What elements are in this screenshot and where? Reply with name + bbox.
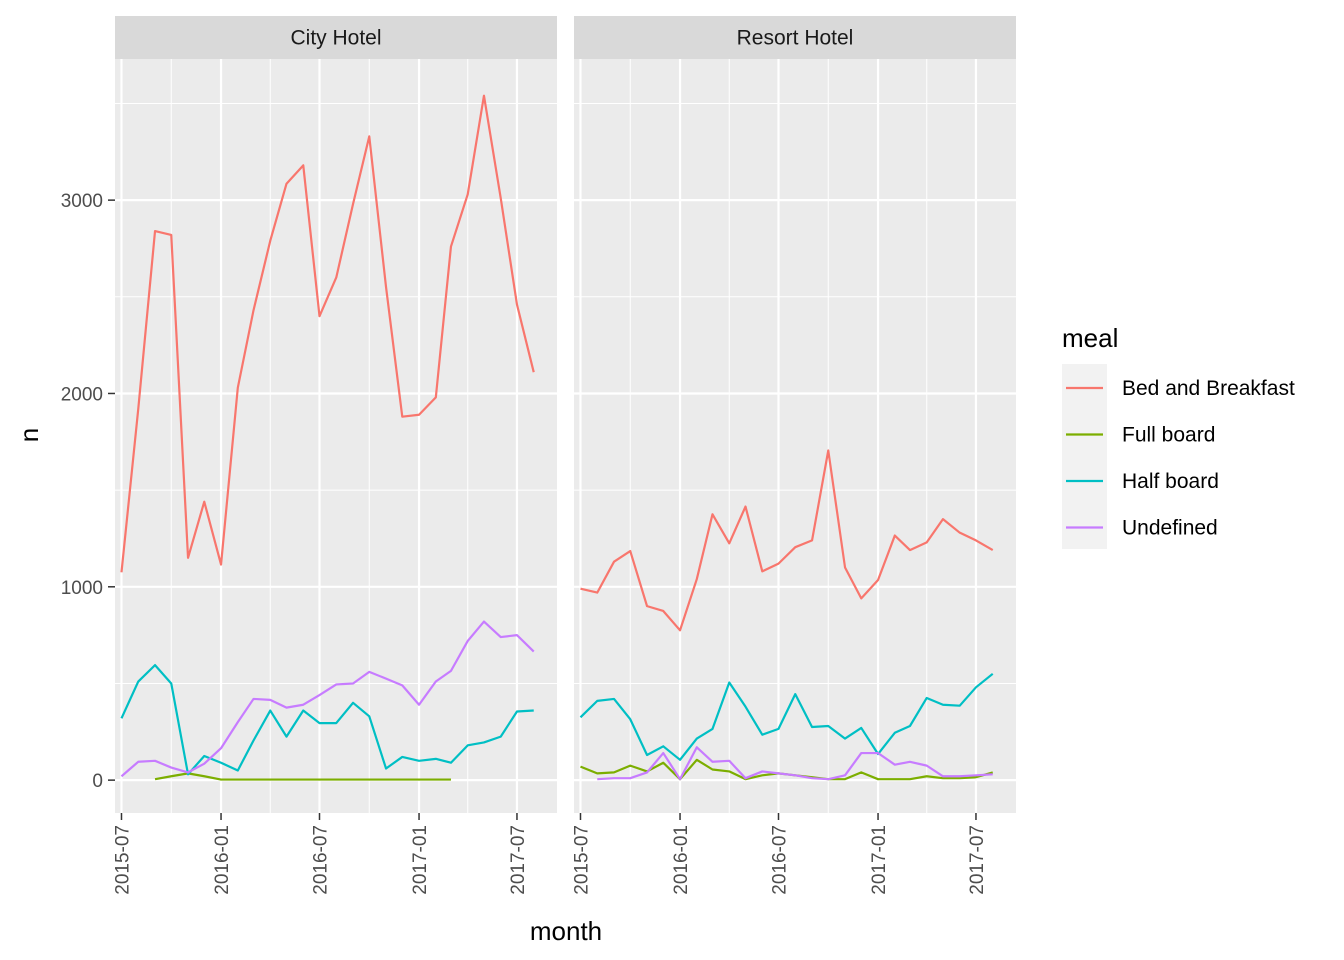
series-line-undefined	[120, 620, 535, 778]
x-axis-title: month	[530, 916, 602, 946]
panels: City Hotel 2015-07 2016-01 2016-07 2017-01 20…	[61, 16, 1016, 895]
y-tick-label: 0	[92, 771, 103, 792]
x-tick-label: 2015-07	[571, 825, 592, 895]
x-tick-label: 2017-07	[508, 825, 529, 895]
series-line-undefined	[597, 746, 993, 781]
x-tick-label: 2017-01	[869, 825, 890, 895]
series-line-full-board	[154, 772, 451, 781]
panel-background	[115, 59, 557, 813]
legend: meal Bed and Breakfast Full board Half boa…	[1062, 323, 1295, 549]
y-tick-label: 3000	[61, 191, 103, 212]
x-tick-label: 2017-01	[410, 825, 431, 895]
legend-label: Bed and Breakfast	[1122, 377, 1295, 400]
facet-strip-label: City Hotel	[290, 27, 381, 50]
y-tick-label: 2000	[61, 384, 103, 405]
legend-label: Undefined	[1122, 517, 1218, 540]
facet-strip-label: Resort Hotel	[737, 27, 854, 50]
x-tick-label: 2015-07	[112, 825, 133, 895]
series-line-half-board	[579, 672, 994, 761]
x-tick-label: 2016-01	[212, 825, 233, 895]
legend-title: meal	[1062, 323, 1118, 353]
legend-label: Half board	[1122, 470, 1219, 493]
y-tick-label: 1000	[61, 578, 103, 599]
legend-key-background	[1062, 364, 1107, 549]
panel-0: City Hotel 2015-07 2016-01 2016-07 2017-01 20…	[61, 16, 557, 895]
legend-label: Full board	[1122, 424, 1215, 447]
panel-background	[574, 59, 1016, 813]
panel-1: Resort Hotel 2015-07 2016-01 2016-07 2017-01…	[571, 16, 1016, 895]
x-tick-label: 2016-07	[769, 825, 790, 895]
x-tick-label: 2016-01	[671, 825, 692, 895]
y-axis-title: n	[14, 428, 44, 442]
series-line-bed-and-breakfast	[120, 94, 535, 573]
facet-strip	[574, 16, 1016, 59]
x-tick-label: 2016-07	[310, 825, 331, 895]
facet-strip	[115, 16, 557, 59]
x-tick-label: 2017-07	[967, 825, 988, 895]
series-line-bed-and-breakfast	[580, 449, 994, 632]
